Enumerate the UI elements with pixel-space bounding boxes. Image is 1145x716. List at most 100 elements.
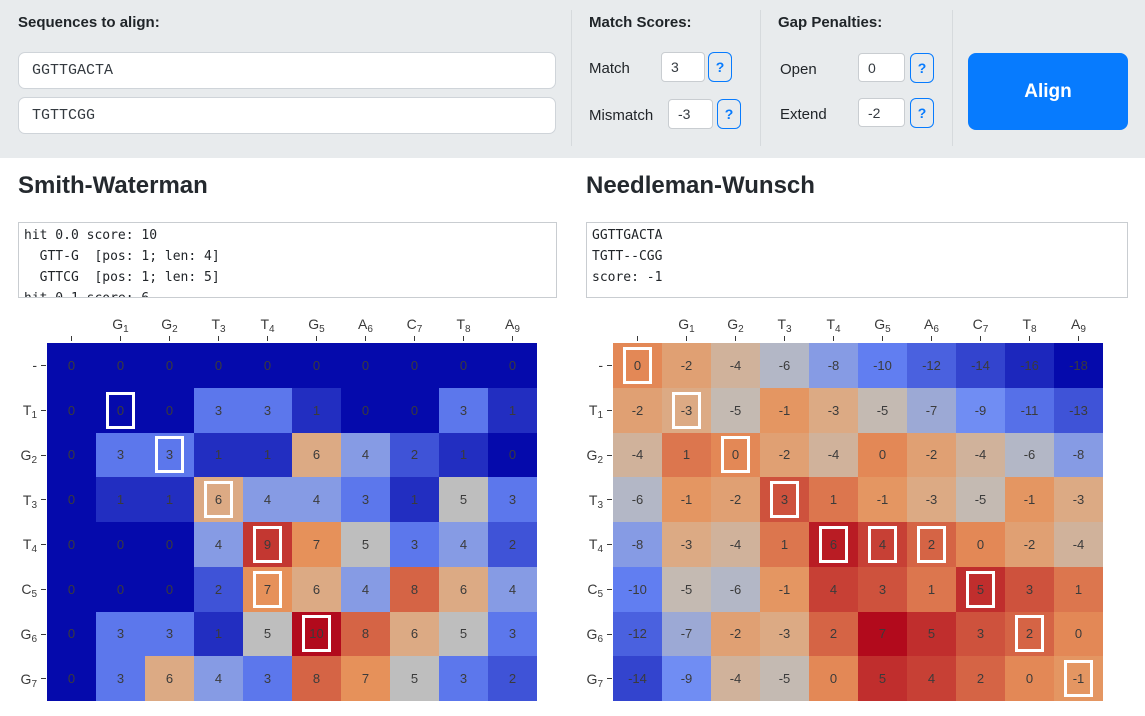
matrix-cell: 9 [243,522,292,567]
x-axis-tick [71,336,72,341]
matrix-cell: 3 [96,611,145,657]
matrix-cell: -8 [1054,432,1103,478]
x-axis-label: C7 [972,316,989,335]
matrix-cell: -4 [711,343,760,388]
matrix-cell: -6 [613,477,662,522]
matrix-cell: -5 [956,477,1005,522]
matrix-cell: 4 [341,432,390,478]
matrix-cell: 6 [809,522,858,567]
matrix-cell: 0 [488,432,537,478]
gap-extend-help-button[interactable]: ? [910,98,934,128]
matrix-cell: 0 [390,387,439,433]
matrix-cell: -5 [662,566,711,612]
matrix-cell: -2 [662,343,711,388]
mismatch-help-button[interactable]: ? [717,99,741,129]
x-axis-label: T3 [777,316,792,335]
gap-penalties-label: Gap Penalties: [778,14,883,31]
matrix-cell: 5 [956,566,1005,612]
gap-open-input[interactable] [858,53,905,82]
sequences-label: Sequences to align: [18,14,160,31]
matrix-cell: 8 [341,611,390,657]
traceback-box [302,615,331,653]
x-axis-tick [316,336,317,341]
y-axis-tick [607,633,612,635]
sequence2-input[interactable] [18,97,556,134]
traceback-box [623,346,652,384]
matrix-cell: 3 [194,387,243,433]
y-axis-label: T4 [22,536,37,556]
matrix-cell: 5 [243,611,292,657]
traceback-box [106,391,135,429]
matrix-cell: 4 [907,656,956,701]
matrix-cell: 4 [341,566,390,612]
matrix-cell: 0 [145,566,194,612]
matrix-cell: -3 [662,387,711,433]
matrix-cell: 1 [390,477,439,522]
y-axis-tick [41,409,46,411]
x-axis-tick [120,336,121,341]
matrix-cell: 0 [390,343,439,388]
x-axis-label: G2 [161,316,178,335]
gap-extend-input[interactable] [858,98,905,127]
x-axis-tick [512,336,513,341]
match-label: Match [589,60,630,77]
x-axis-tick [833,336,834,341]
matrix-cell: 3 [439,656,488,701]
matrix-cell: 1 [662,432,711,478]
matrix-cell: 1 [760,522,809,567]
y-axis-tick [41,499,46,501]
y-axis-label: G7 [20,670,37,690]
matrix-cell: 1 [145,477,194,522]
matrix-cell: 4 [809,566,858,612]
y-axis-tick [41,544,46,545]
matrix-cell: -4 [711,522,760,567]
matrix-cell: 3 [145,611,194,657]
x-axis-tick [1029,336,1030,341]
matrix-cell: 0 [292,343,341,388]
align-button[interactable]: Align [968,53,1128,130]
matrix-cell: 7 [858,611,907,657]
matrix-cell: 7 [341,656,390,701]
matrix-cell: -5 [858,387,907,433]
mismatch-input[interactable] [668,99,713,129]
x-axis-label: T8 [1022,316,1037,335]
matrix-cell: 3 [341,477,390,522]
matrix-cell: -7 [907,387,956,433]
matrix-cell: 1 [907,566,956,612]
gap-open-help-button[interactable]: ? [910,53,934,83]
y-axis-label: G6 [586,625,603,645]
matrix-cell: 6 [194,477,243,522]
traceback-box [770,481,799,519]
matrix-cell: 4 [194,656,243,701]
needleman-wunsch-output[interactable]: GGTTGACTA TGTT--CGG score: -1 [586,222,1128,298]
smith-waterman-output[interactable]: hit 0.0 score: 10 GTT-G [pos: 1; len: 4]… [18,222,557,298]
match-help-button[interactable]: ? [708,52,732,82]
y-axis-label: - [598,357,603,374]
matrix-cell: -9 [662,656,711,701]
matrix-cell: 3 [96,432,145,478]
match-input[interactable] [661,52,705,82]
matrix-cell: 0 [488,343,537,388]
y-axis-label: T1 [588,402,603,422]
matrix-cell: 1 [439,432,488,478]
y-axis-tick [607,454,612,456]
y-axis-tick [607,409,612,411]
x-axis-label: A6 [924,316,939,335]
x-axis-tick [463,336,464,341]
traceback-box [721,436,750,474]
needleman-wunsch-heatmap[interactable]: 0 -2 -4 -6 -8 -10 -12 -14 -16 -18 -2 -3 -5 -1 -3 -5 -7 -9… [587,316,1103,701]
sequence1-input[interactable] [18,52,556,89]
matrix-cell: 0 [341,343,390,388]
traceback-box [253,525,282,563]
traceback-box [672,391,701,429]
match-scores-label: Match Scores: [589,14,692,31]
matrix-cell: 3 [760,477,809,522]
matrix-cell: 0 [47,522,96,567]
x-axis-label: G1 [112,316,129,335]
matrix-cell: 0 [194,343,243,388]
divider [571,10,572,146]
x-axis-tick [1078,336,1079,341]
matrix-cell: 6 [292,432,341,478]
matrix-cell: 1 [292,387,341,433]
